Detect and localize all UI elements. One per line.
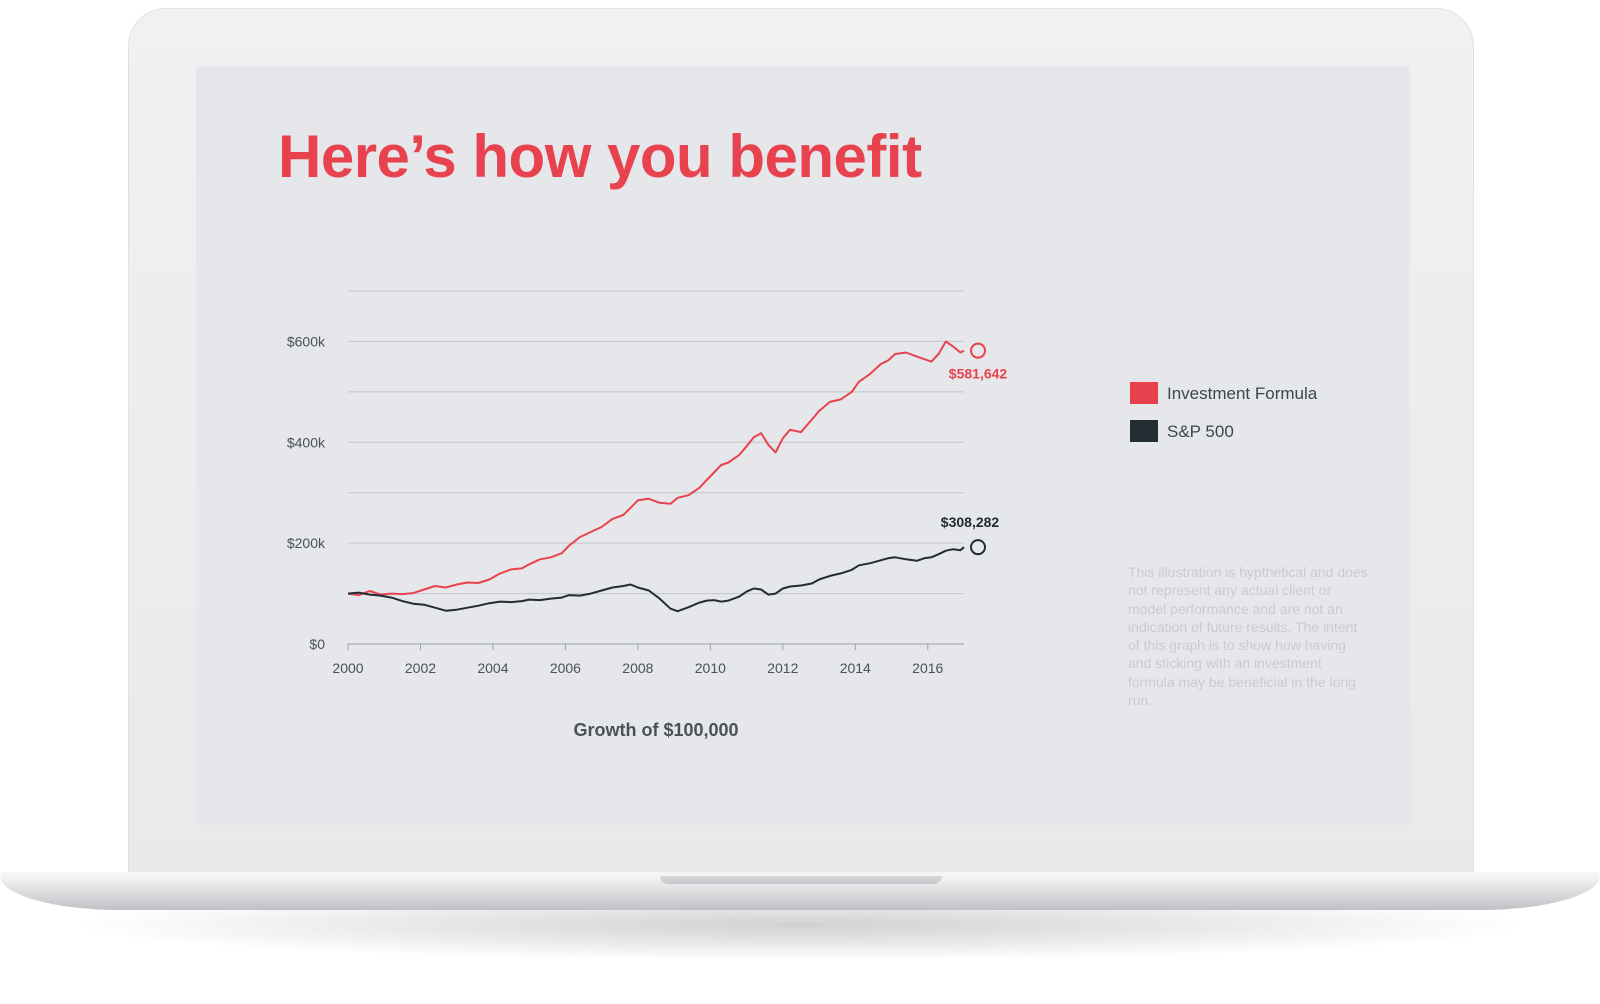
laptop-screen <box>196 66 1410 826</box>
y-tick-label: $400k <box>287 434 326 450</box>
x-tick-label: 2010 <box>695 660 726 676</box>
x-tick-label: 2002 <box>405 660 436 676</box>
laptop-base-edge <box>0 872 1600 878</box>
x-tick-label: 2004 <box>477 660 508 676</box>
series-end-label-investment-formula: $581,642 <box>949 366 1008 382</box>
series-end-marker-investment-formula <box>970 342 986 359</box>
x-tick-label: 2008 <box>622 660 653 676</box>
legend-swatch-investment-formula <box>1130 382 1158 404</box>
legend-label-investment-formula: Investment Formula <box>1167 384 1318 403</box>
x-tick-label: 2016 <box>912 660 943 676</box>
series-end-marker-s-p-500 <box>970 539 986 556</box>
y-tick-label: $600k <box>287 333 326 349</box>
page-title: Here’s how you benefit <box>278 123 922 190</box>
disclaimer-text: This illustration is hypthetical and doe… <box>1128 564 1368 709</box>
x-tick-label: 2006 <box>550 660 581 676</box>
y-tick-label: $0 <box>309 636 325 652</box>
series-line-investment-formula <box>347 340 965 597</box>
series-end-label-s-p-500: $308,282 <box>941 514 1000 530</box>
laptop-hinge-notch <box>660 876 942 884</box>
x-axis-label: Growth of $100,000 <box>573 720 738 740</box>
legend-swatch-sp500 <box>1130 420 1158 442</box>
y-tick-label: $200k <box>287 535 326 551</box>
x-tick-label: 2000 <box>332 660 363 676</box>
series-line-s-p-500 <box>347 546 965 613</box>
x-tick-label: 2012 <box>767 660 798 676</box>
legend-label-sp500: S&P 500 <box>1167 422 1234 441</box>
x-tick-label: 2014 <box>840 660 871 676</box>
